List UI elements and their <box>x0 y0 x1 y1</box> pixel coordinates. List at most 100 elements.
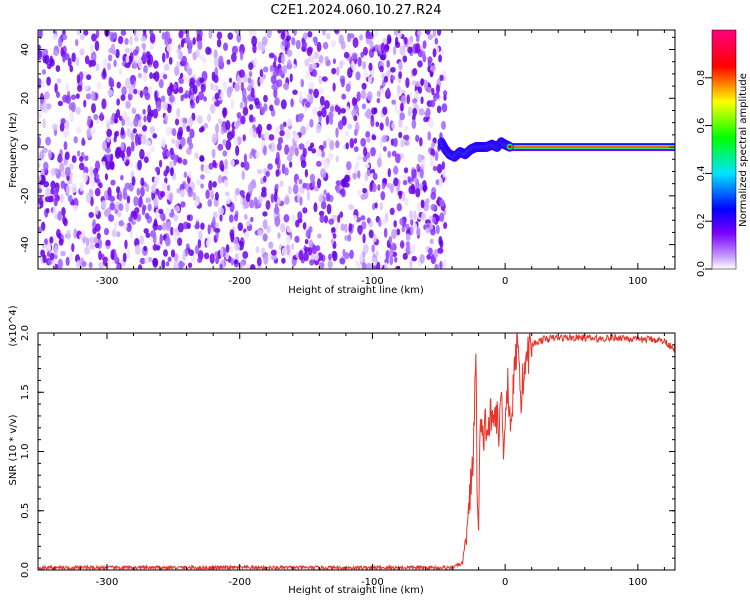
noise-blob <box>442 169 446 178</box>
noise-blob <box>312 69 318 78</box>
noise-blob <box>223 179 229 187</box>
noise-blob <box>206 113 212 123</box>
colorbar-tick-label: 0.4 <box>696 165 707 181</box>
noise-blob <box>347 67 353 79</box>
noise-blob <box>345 142 349 150</box>
noise-blob <box>109 31 115 42</box>
noise-blob <box>427 131 432 141</box>
noise-blob <box>297 211 303 220</box>
noise-blob <box>360 51 364 58</box>
noise-blob <box>379 65 384 73</box>
noise-blob <box>222 81 228 92</box>
noise-blob <box>382 106 388 116</box>
noise-blob <box>420 96 424 105</box>
noise-blob <box>169 84 175 92</box>
noise-blob <box>145 232 151 239</box>
noise-blob <box>165 126 172 136</box>
noise-blob <box>137 159 142 171</box>
noise-blob <box>286 117 293 127</box>
noise-blob <box>425 107 431 118</box>
noise-blob <box>382 146 387 152</box>
noise-blob <box>233 192 238 202</box>
noise-blob <box>391 150 397 157</box>
noise-blob <box>384 262 389 269</box>
noise-blob <box>274 216 281 227</box>
noise-blob <box>248 30 254 37</box>
noise-blob <box>149 42 155 50</box>
noise-blob <box>190 254 196 263</box>
noise-blob <box>425 219 431 225</box>
noise-blob <box>147 203 152 212</box>
noise-blob <box>140 36 147 42</box>
noise-blob <box>228 214 234 223</box>
noise-blob <box>391 242 397 251</box>
noise-blob <box>419 168 424 179</box>
noise-blob <box>245 192 251 203</box>
noise-blob <box>249 199 255 209</box>
noise-blob <box>134 244 141 255</box>
noise-blob <box>46 76 51 86</box>
noise-blob <box>93 168 97 177</box>
noise-blob <box>174 118 180 126</box>
noise-blob <box>405 241 410 248</box>
noise-blob <box>118 190 123 202</box>
noise-blob <box>76 127 82 134</box>
noise-blob <box>214 56 219 68</box>
noise-blob <box>214 191 219 201</box>
noise-blob <box>180 201 186 208</box>
noise-blob <box>52 50 59 56</box>
noise-blob <box>146 112 152 123</box>
noise-blob <box>125 159 130 166</box>
snr-y-ticks: 0.0 0.5 1.0 1.5 2.0 <box>20 325 675 578</box>
noise-blob <box>210 83 214 91</box>
noise-blob <box>236 112 242 119</box>
noise-blob <box>247 96 254 102</box>
noise-blob <box>318 54 324 64</box>
noise-blob <box>372 233 377 243</box>
noise-blob <box>216 38 222 48</box>
noise-blob <box>407 36 414 46</box>
colorbar-gradient <box>711 29 737 270</box>
noise-blob <box>383 43 390 53</box>
noise-blob <box>214 227 221 234</box>
noise-blob <box>430 65 436 72</box>
noise-blob <box>85 237 90 247</box>
noise-blob <box>207 224 211 235</box>
noise-blob <box>149 72 153 80</box>
noise-blob <box>353 146 359 153</box>
noise-blob <box>144 256 149 265</box>
noise-blob <box>142 30 147 35</box>
noise-blob <box>194 245 200 255</box>
noise-blob <box>198 90 204 101</box>
noise-blob <box>400 139 405 148</box>
noise-blob <box>91 33 97 42</box>
noise-blob <box>217 89 221 95</box>
noise-blob <box>236 33 242 43</box>
noise-blob <box>316 148 322 157</box>
noise-blob <box>343 51 350 59</box>
noise-blob <box>109 202 115 211</box>
noise-blob <box>262 211 268 217</box>
noise-blob <box>366 217 371 224</box>
noise-blob <box>332 82 336 92</box>
noise-blob <box>194 223 200 230</box>
noise-blob <box>60 193 64 203</box>
noise-blob <box>263 254 269 265</box>
noise-blob <box>188 249 195 257</box>
noise-blob <box>439 199 445 207</box>
noise-blob <box>242 251 249 259</box>
noise-blob <box>199 30 203 38</box>
noise-blob <box>42 118 46 129</box>
noise-blob <box>396 203 402 212</box>
noise-blob <box>359 252 364 263</box>
noise-blob <box>337 214 341 223</box>
noise-blob <box>129 35 133 46</box>
noise-blob <box>140 177 145 187</box>
noise-blob <box>291 37 296 46</box>
noise-blob <box>207 199 213 207</box>
noise-blob <box>370 147 376 157</box>
noise-blob <box>240 115 246 125</box>
noise-blob <box>212 159 217 168</box>
noise-blob <box>393 220 397 228</box>
noise-blob <box>304 238 309 245</box>
